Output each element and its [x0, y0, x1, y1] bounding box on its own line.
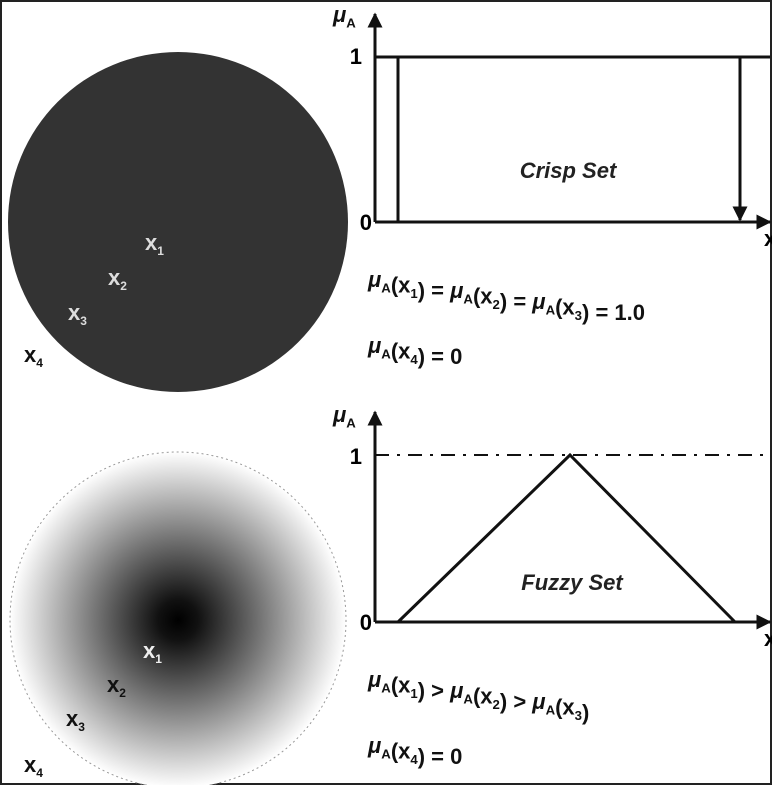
symbol: x — [66, 706, 79, 731]
text: ) = — [500, 289, 532, 314]
subscript: 2 — [119, 686, 126, 700]
symbol: μ — [367, 667, 381, 692]
symbol: μ — [367, 267, 381, 292]
text: ) — [582, 700, 589, 725]
symbol: x — [562, 295, 575, 320]
subscript: A — [463, 292, 473, 307]
subscript: 3 — [575, 308, 582, 323]
subscript: A — [381, 681, 391, 696]
fuzzy-shape — [398, 455, 735, 622]
subscript: 3 — [575, 708, 582, 723]
symbol: μ — [332, 402, 346, 427]
subscript: 1 — [410, 686, 417, 701]
axis-label: μA — [332, 2, 356, 31]
x-axis-label: x — [764, 226, 772, 251]
symbol: x — [398, 739, 411, 764]
axis-label: μA — [332, 402, 356, 431]
symbol: x — [398, 673, 411, 698]
symbol: x — [107, 672, 120, 697]
subscript: A — [546, 703, 556, 718]
formula: μA(x1) > μA(x2) > μA(x3) — [367, 667, 589, 725]
subscript: 4 — [36, 766, 43, 780]
symbol: x — [143, 638, 156, 663]
subscript: 2 — [493, 697, 500, 712]
subscript: 2 — [120, 279, 127, 293]
subscript: 1 — [410, 286, 417, 301]
tick-label: 0 — [360, 610, 372, 635]
subscript: A — [346, 16, 356, 31]
point-label: x4 — [24, 342, 43, 370]
subscript: A — [381, 281, 391, 296]
symbol: x — [24, 342, 37, 367]
subscript: A — [381, 347, 391, 362]
symbol: μ — [531, 289, 545, 314]
symbol: μ — [367, 333, 381, 358]
symbol: x — [480, 284, 493, 309]
text: ) = — [418, 278, 450, 303]
set-label: Crisp Set — [520, 158, 618, 183]
text: ) = 1.0 — [582, 300, 645, 325]
subscript: 2 — [493, 297, 500, 312]
subscript: A — [346, 416, 356, 431]
text: ) > — [500, 689, 532, 714]
fuzzy-circle — [10, 452, 346, 785]
symbol: x — [145, 230, 158, 255]
symbol: x — [562, 695, 575, 720]
subscript: A — [381, 747, 391, 762]
symbol: x — [108, 265, 121, 290]
formula: μA(x4) = 0 — [367, 733, 462, 769]
symbol: μ — [531, 689, 545, 714]
subscript: A — [546, 303, 556, 318]
tick-label: 1 — [350, 444, 362, 469]
diagram: μA10xCrisp Setx1x2x3x4μA(x1) = μA(x2) = … — [0, 0, 772, 785]
symbol: x — [398, 339, 411, 364]
formula: μA(x4) = 0 — [367, 333, 462, 369]
set-label: Fuzzy Set — [521, 570, 624, 595]
subscript: 3 — [80, 314, 87, 328]
symbol: x — [68, 300, 81, 325]
tick-label: 1 — [350, 44, 362, 69]
crisp-shape — [375, 57, 770, 222]
symbol: μ — [332, 2, 346, 27]
symbol: μ — [449, 278, 463, 303]
text: ) > — [418, 678, 450, 703]
symbol: μ — [449, 678, 463, 703]
symbol: x — [480, 684, 493, 709]
subscript: 4 — [36, 356, 43, 370]
formula: μA(x1) = μA(x2) = μA(x3) = 1.0 — [367, 267, 645, 325]
text: ) = 0 — [418, 744, 463, 769]
subscript: 1 — [155, 652, 162, 666]
symbol: x — [398, 273, 411, 298]
x-axis-label: x — [764, 626, 772, 651]
crisp-circle — [8, 52, 348, 392]
subscript: 1 — [157, 244, 164, 258]
text: ) = 0 — [418, 344, 463, 369]
symbol: x — [24, 752, 37, 777]
tick-label: 0 — [360, 210, 372, 235]
point-label: x4 — [24, 752, 43, 780]
subscript: 3 — [78, 720, 85, 734]
symbol: μ — [367, 733, 381, 758]
subscript: A — [463, 692, 473, 707]
